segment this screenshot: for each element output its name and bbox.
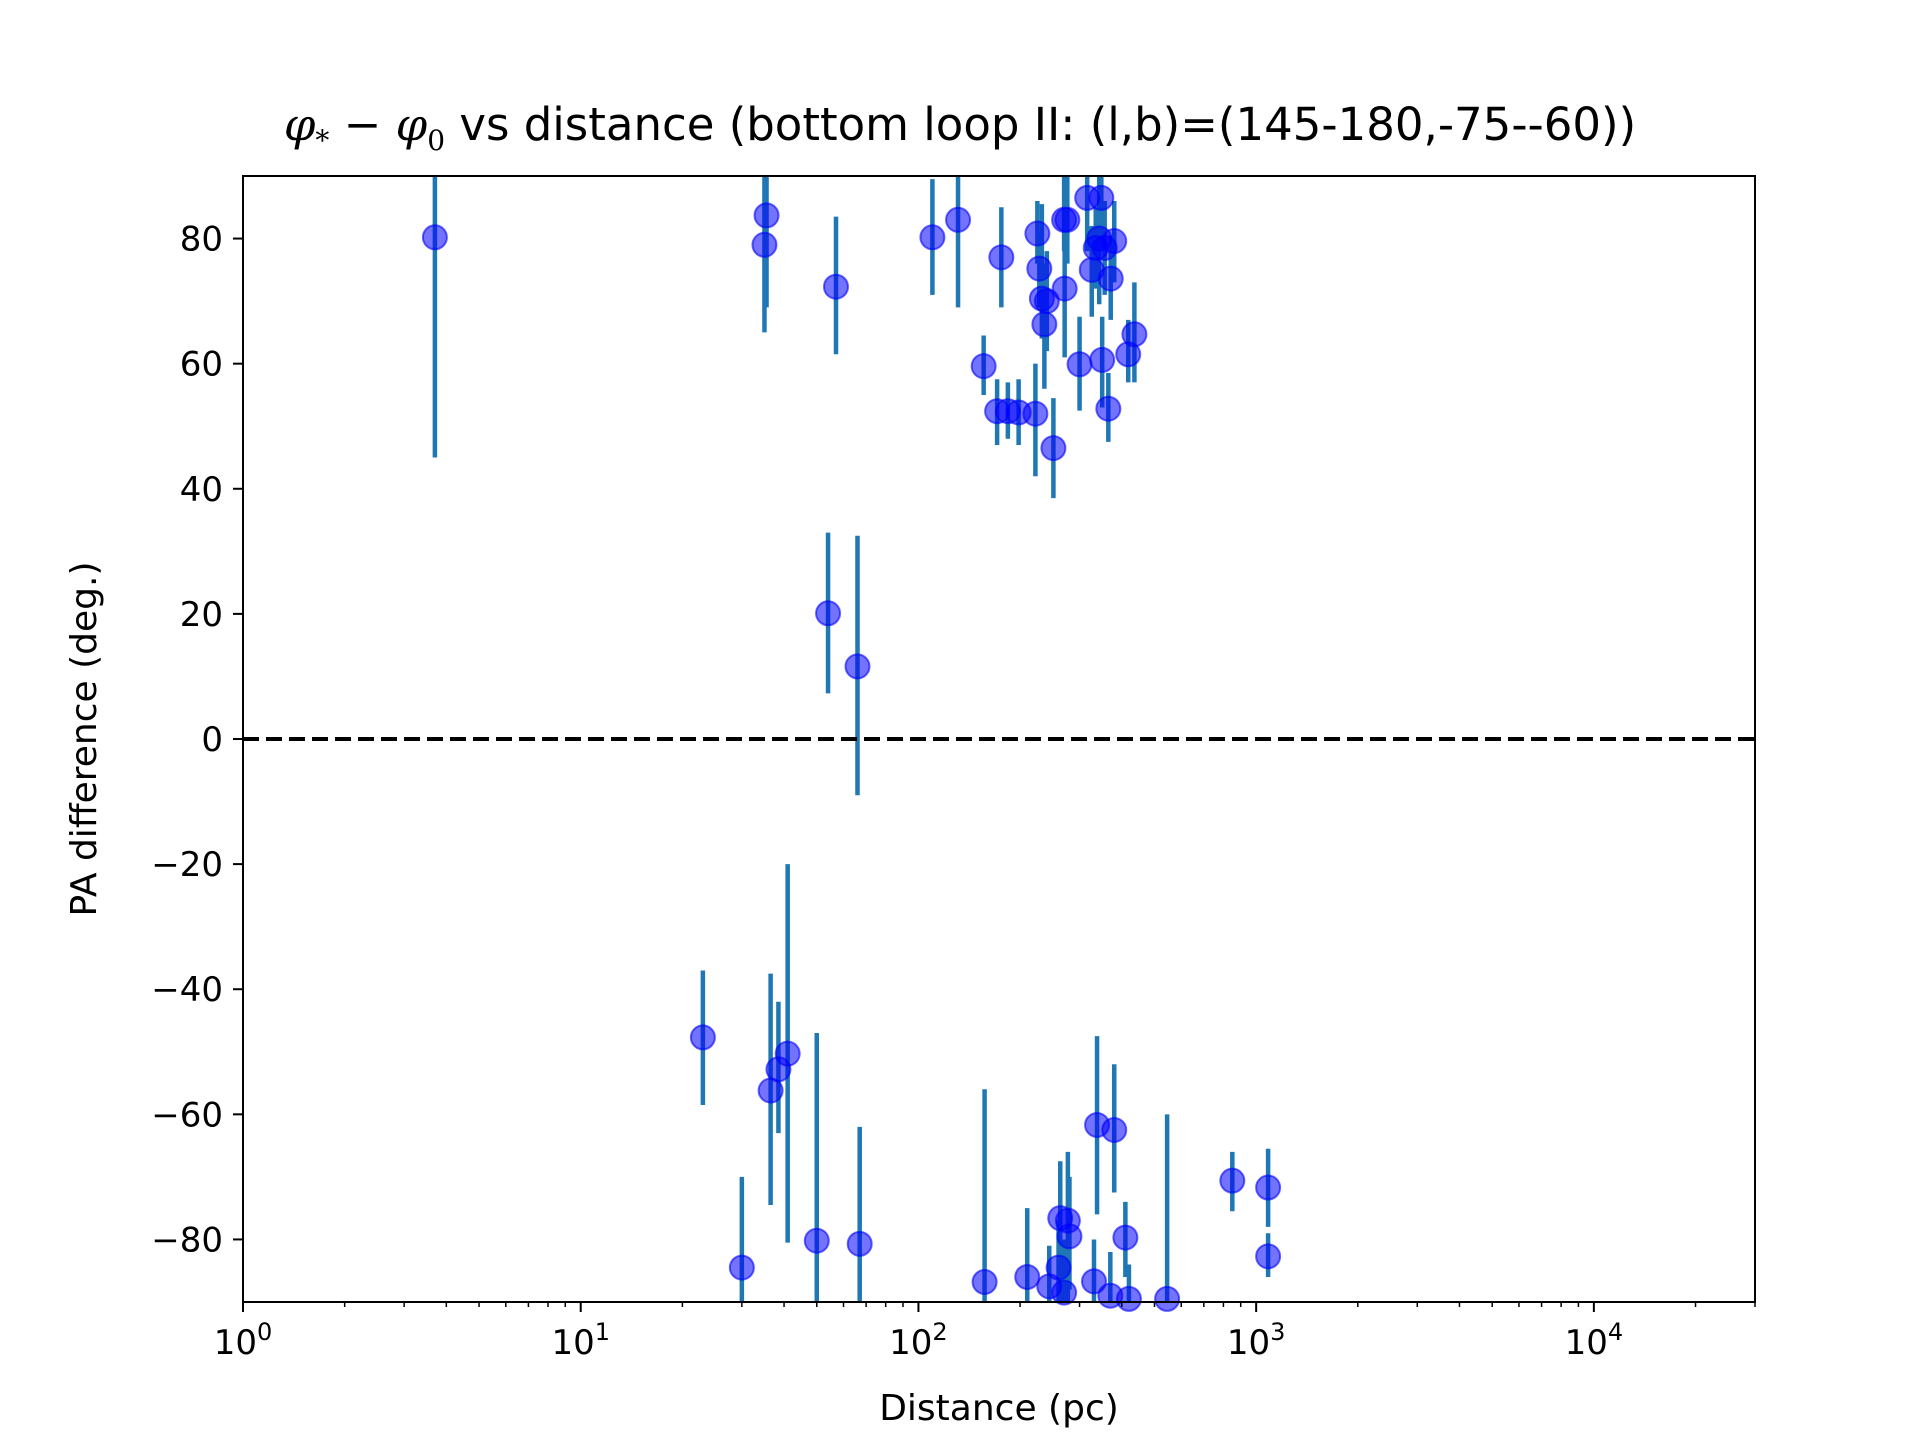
data-point [846,1230,873,1257]
data-point [1022,400,1049,427]
data-point [803,1227,830,1254]
y-tick-label: −20 [151,845,223,885]
x-tick-label: 104 [1565,1318,1624,1363]
x-tick-label: 100 [214,1318,273,1363]
data-point [1014,1263,1041,1290]
data-point [1121,321,1148,348]
data-point [1051,1279,1078,1306]
data-point [1024,220,1051,247]
title-text: vs distance (bottom loop II: (l,b)=(145-… [459,98,1637,151]
data-point [1088,184,1115,211]
data-point [1112,1224,1139,1251]
y-tick-label: −60 [151,1095,223,1135]
x-tick-label: 101 [551,1318,610,1363]
data-point [971,1268,998,1295]
data-point [1054,206,1081,233]
y-tick-label: 20 [180,595,223,635]
marker-layer [421,184,1282,1312]
data-point [1101,228,1128,255]
data-point [1219,1167,1246,1194]
data-point [1045,1254,1072,1281]
data-point [753,202,780,229]
title-minus: − [343,98,382,151]
y-tick-label: 0 [201,720,223,760]
y-axis-label: PA difference (deg.) [64,561,105,916]
x-axis-label: Distance (pc) [879,1388,1119,1429]
data-point [1051,275,1078,302]
y-tick-label: −80 [151,1220,223,1260]
plot-frame [242,175,1756,1303]
data-point [1031,311,1058,338]
data-point [988,244,1015,271]
data-point [815,600,842,627]
x-tick-label: 102 [889,1318,948,1363]
data-point [1026,255,1053,282]
data-point [1097,265,1124,292]
y-tick-label: 80 [180,220,223,260]
data-point [970,353,997,380]
y-tick-label: 60 [180,345,223,385]
title-phi-star: φ* [283,98,330,157]
x-axis: 100 101 102 103 104 [214,1302,1756,1363]
data-point [1154,1285,1181,1312]
data-point [1080,1268,1107,1295]
data-point [1089,346,1116,373]
data-point [689,1024,716,1051]
y-axis: −80 −60 −40 −20 0 20 40 60 80 [151,220,243,1260]
data-point [1255,1174,1282,1201]
y-tick-label: 40 [180,470,223,510]
data-point [751,231,778,258]
data-point [1101,1116,1128,1143]
data-point [822,273,849,300]
y-tick-label: −40 [151,970,223,1010]
data-point [919,224,946,251]
x-tick-label: 103 [1227,1318,1286,1363]
data-point [1255,1243,1282,1270]
data-point [1066,351,1093,378]
data-point [1033,288,1060,315]
data-point [1056,1223,1083,1250]
data-point [774,1040,801,1067]
data-point [1095,395,1122,422]
data-point [421,224,448,251]
data-point [1040,435,1067,462]
data-point [728,1254,755,1281]
title-phi-zero: φ0 [395,98,446,157]
data-point [945,206,972,233]
data-point [1115,1285,1142,1312]
data-point [844,653,871,680]
chart-title: φ* − φ0 vs distance (bottom loop II: (l,… [0,98,1920,157]
